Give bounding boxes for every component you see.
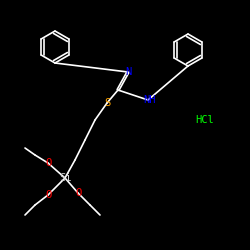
Text: HCl: HCl: [196, 115, 214, 125]
Text: Si: Si: [59, 173, 71, 183]
Text: O: O: [45, 190, 51, 200]
Text: N: N: [125, 67, 131, 77]
Text: O: O: [75, 188, 81, 198]
Text: O: O: [45, 158, 51, 168]
Text: S: S: [104, 98, 110, 108]
Text: NH: NH: [144, 95, 156, 105]
